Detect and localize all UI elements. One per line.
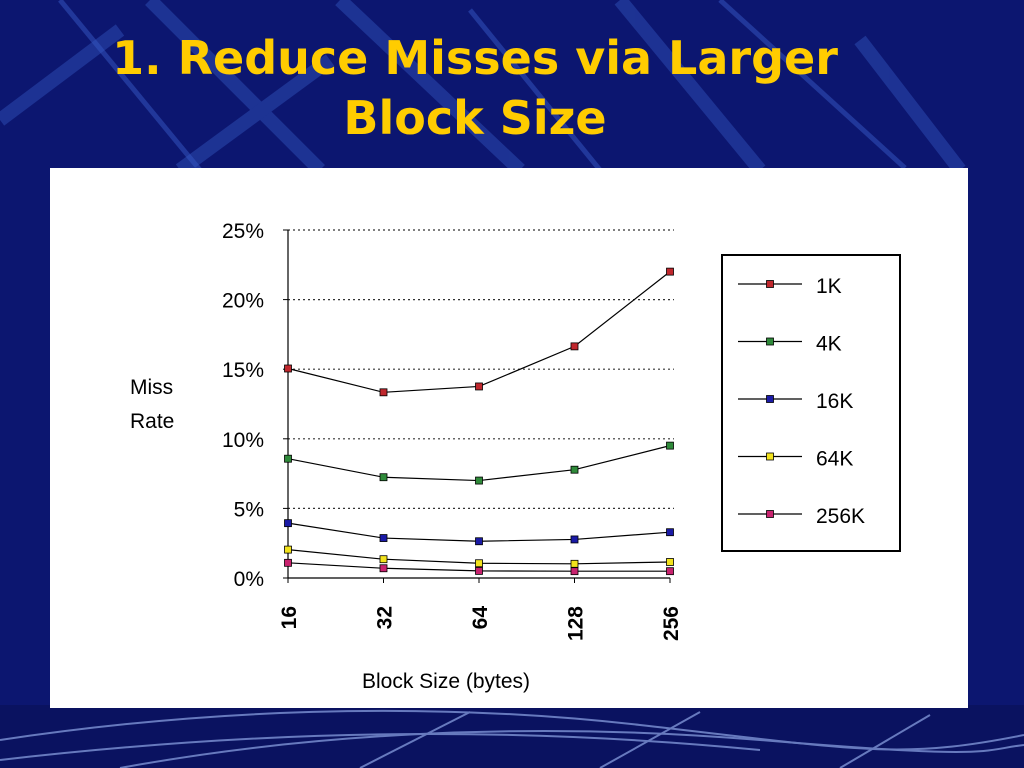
- data-point-16k: [666, 528, 674, 537]
- x-tick-label: 32: [374, 606, 397, 629]
- slide-title-line-1: 1. Reduce Misses via Larger: [112, 31, 838, 85]
- legend-box: [721, 254, 901, 552]
- y-tick-label: 25%: [222, 220, 264, 243]
- data-point-1k: [666, 267, 674, 276]
- data-point-16k: [284, 519, 292, 528]
- x-tick-label: 256: [660, 606, 683, 641]
- y-tick-label: 5%: [234, 498, 264, 521]
- legend-marker-16k: [766, 395, 774, 403]
- legend-marker-256k: [766, 510, 774, 518]
- y-tick-label: 0%: [234, 568, 264, 591]
- data-point-16k: [379, 534, 388, 542]
- y-tick-label: 20%: [222, 290, 264, 313]
- series-line-1k: [287, 271, 671, 393]
- data-point-64k: [666, 558, 674, 566]
- data-point-4k: [570, 465, 579, 474]
- data-point-256k: [475, 567, 483, 575]
- data-point-64k: [570, 559, 579, 568]
- data-point-4k: [475, 476, 483, 485]
- y-axis-label: Rate: [130, 410, 174, 433]
- legend-marker-4k: [766, 337, 774, 346]
- x-tick-label: 64: [469, 606, 492, 630]
- data-point-64k: [475, 559, 483, 568]
- legend-label-16k: 16K: [816, 390, 853, 413]
- x-tick-label: 16: [278, 606, 301, 629]
- data-point-16k: [475, 537, 483, 546]
- legend-label-1k: 1K: [816, 275, 842, 298]
- data-point-256k: [284, 558, 292, 567]
- data-point-1k: [475, 382, 483, 391]
- x-axis-label: Block Size (bytes): [362, 670, 530, 693]
- miss-rate-chart: 0% 5% 10% 15% 20% 25% 16 32 64 128 256 Block Size (…: [130, 220, 901, 693]
- y-tick-label: 15%: [222, 359, 264, 382]
- data-point-256k: [666, 567, 674, 576]
- legend-marker-64k: [766, 452, 774, 461]
- series-line-4k: [287, 445, 671, 482]
- data-point-1k: [284, 364, 292, 373]
- chart-panel: 0% 5% 10% 15% 20% 25% 16 32 64 128 256 Block Size (…: [50, 168, 968, 708]
- legend-marker-1k: [766, 280, 774, 288]
- legend-label-4k: 4K: [816, 333, 842, 356]
- y-tick-label: 10%: [222, 429, 264, 452]
- legend-label-64k: 64K: [816, 448, 853, 471]
- slide-title-line-2: Block Size: [343, 91, 607, 145]
- data-point-4k: [284, 454, 292, 463]
- data-point-1k: [570, 342, 579, 351]
- data-point-1k: [379, 388, 388, 397]
- data-point-64k: [379, 555, 388, 564]
- data-point-256k: [379, 564, 388, 573]
- data-point-16k: [570, 535, 579, 544]
- y-axis-label: Miss: [130, 376, 173, 399]
- legend-label-256k: 256K: [816, 505, 865, 528]
- data-point-4k: [379, 473, 388, 482]
- data-point-4k: [666, 441, 674, 450]
- slide-title: 1. Reduce Misses via Larger Block Size: [40, 28, 910, 148]
- data-point-64k: [284, 545, 292, 554]
- x-tick-label: 128: [565, 606, 588, 641]
- data-point-256k: [570, 567, 579, 576]
